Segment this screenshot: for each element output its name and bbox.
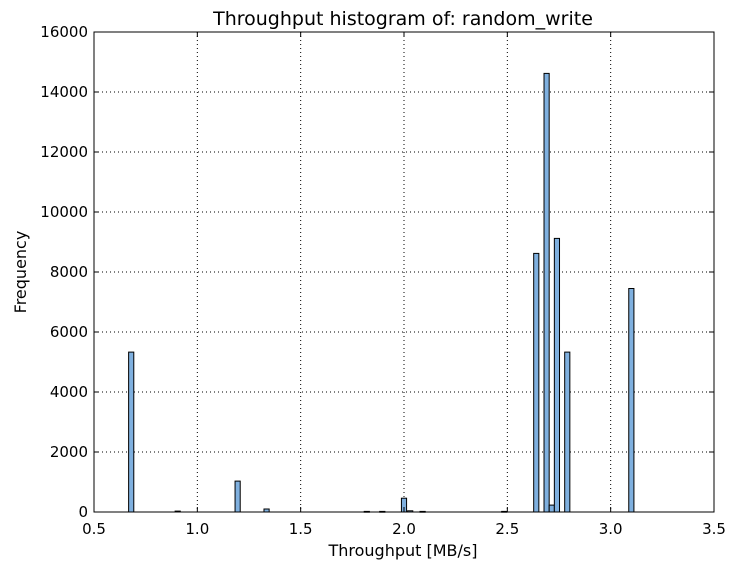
- histogram-bar: [628, 288, 635, 513]
- histogram-bar: [543, 72, 550, 513]
- histogram-bar: [234, 480, 241, 513]
- histogram-bar: [128, 351, 135, 513]
- x-tick-label: 3.5: [702, 520, 726, 538]
- grid-lines: [94, 32, 714, 512]
- y-tick-label: 10000: [40, 203, 88, 221]
- x-tick-label: 3.0: [599, 520, 623, 538]
- x-axis-ticks: 0.5 1.0 1.5 2.0 2.5 3.0 3.5: [82, 32, 726, 538]
- x-tick-label: 0.5: [82, 520, 106, 538]
- x-tick-label: 2.5: [495, 520, 519, 538]
- y-tick-label: 8000: [50, 263, 88, 281]
- x-tick-label: 1.5: [289, 520, 313, 538]
- y-tick-label: 12000: [40, 143, 88, 161]
- histogram-bar: [548, 504, 555, 513]
- histogram-bar: [564, 351, 571, 513]
- y-tick-label: 14000: [40, 83, 88, 101]
- histogram-bars: [128, 72, 635, 513]
- x-axis-label: Throughput [MB/s]: [327, 541, 477, 560]
- y-tick-label: 0: [78, 503, 88, 521]
- x-tick-label: 2.0: [392, 520, 416, 538]
- y-tick-label: 4000: [50, 383, 88, 401]
- y-axis-ticks: 0 2000 4000 6000 8000 10000 12000 14000 16000: [40, 23, 714, 521]
- chart-title: Throughput histogram of: random_write: [212, 8, 593, 30]
- y-tick-label: 2000: [50, 443, 88, 461]
- y-tick-label: 16000: [40, 23, 88, 41]
- histogram-bar: [553, 237, 561, 513]
- histogram-bar: [533, 252, 540, 513]
- y-axis-label: Frequency: [11, 231, 30, 314]
- y-tick-label: 6000: [50, 323, 88, 341]
- x-tick-label: 1.0: [185, 520, 209, 538]
